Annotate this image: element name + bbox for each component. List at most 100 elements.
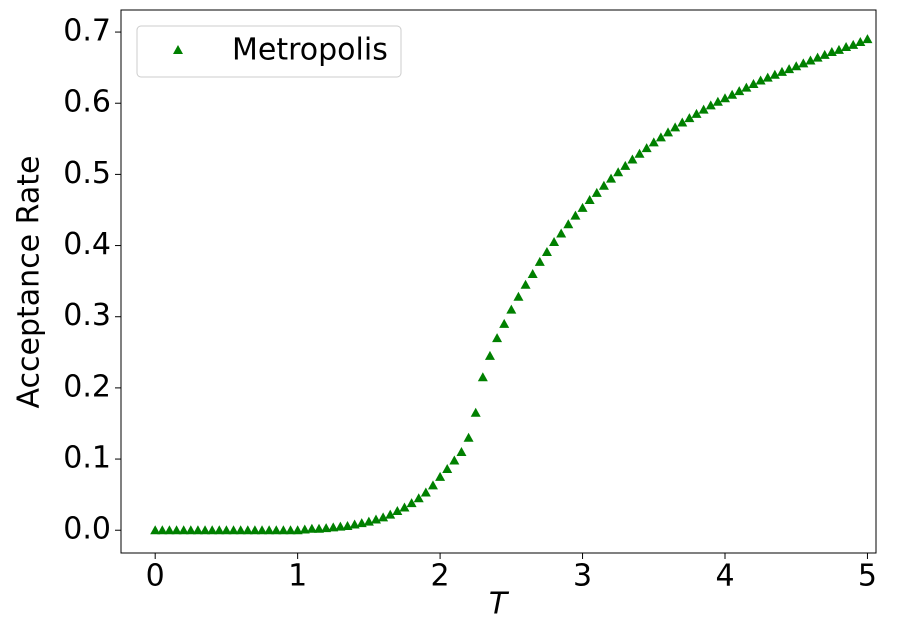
- data-point: [798, 58, 809, 68]
- data-point: [791, 61, 802, 71]
- data-point: [563, 219, 574, 229]
- data-point: [207, 525, 218, 535]
- data-point: [399, 502, 410, 512]
- data-point: [741, 82, 752, 92]
- data-point: [606, 173, 617, 183]
- data-point: [862, 34, 873, 44]
- y-axis-label: Acceptance Rate: [12, 156, 47, 409]
- data-point: [577, 202, 588, 212]
- x-tick-label: 3: [573, 559, 592, 594]
- data-point: [492, 333, 503, 343]
- y-tick-label: 0.1: [63, 441, 111, 476]
- y-tick-label: 0.0: [63, 512, 111, 547]
- data-point: [349, 519, 360, 529]
- data-point: [598, 180, 609, 190]
- data-point: [691, 108, 702, 118]
- data-point: [570, 210, 581, 220]
- data-point: [356, 518, 367, 528]
- data-point: [520, 279, 531, 289]
- data-point: [698, 104, 709, 114]
- data-point: [712, 96, 723, 106]
- data-point: [271, 525, 282, 535]
- data-point: [549, 237, 560, 247]
- data-point: [328, 522, 339, 532]
- data-point: [306, 523, 317, 533]
- data-point: [655, 132, 666, 142]
- data-point: [720, 93, 730, 103]
- data-point: [164, 525, 175, 535]
- legend-label: Metropolis: [232, 33, 388, 68]
- data-point: [776, 66, 787, 76]
- data-point: [178, 525, 189, 535]
- data-point: [506, 304, 517, 314]
- data-point: [784, 64, 795, 74]
- y-tick-label: 0.6: [63, 85, 111, 120]
- data-point: [427, 480, 438, 490]
- data-point: [228, 525, 239, 535]
- data-point: [534, 256, 545, 266]
- data-point: [755, 75, 766, 85]
- data-point: [342, 520, 353, 530]
- data-point: [684, 113, 695, 123]
- data-point: [484, 350, 495, 360]
- x-tick-label: 2: [431, 559, 450, 594]
- data-point: [242, 525, 253, 535]
- data-point: [513, 291, 524, 301]
- data-point: [249, 525, 260, 535]
- data-point: [378, 512, 389, 522]
- data-point: [833, 44, 844, 54]
- y-tick-label: 0.3: [63, 298, 111, 333]
- data-point: [314, 523, 325, 533]
- data-point: [321, 523, 332, 533]
- data-point: [264, 525, 275, 535]
- data-point: [705, 100, 716, 110]
- data-point: [221, 525, 232, 535]
- data-point: [848, 39, 859, 49]
- data-point: [235, 525, 246, 535]
- data-point: [677, 117, 688, 127]
- data-point: [463, 432, 474, 442]
- data-point: [499, 318, 510, 328]
- data-point: [769, 69, 780, 79]
- legend-marker: [173, 45, 183, 54]
- data-point: [819, 49, 830, 59]
- data-point: [855, 37, 866, 47]
- y-tick-label: 0.2: [63, 369, 111, 404]
- data-point: [257, 525, 268, 535]
- data-point: [634, 148, 645, 158]
- data-point: [748, 79, 759, 89]
- data-point: [541, 246, 552, 256]
- data-point: [214, 525, 225, 535]
- y-tick-label: 0.4: [63, 227, 111, 262]
- data-point: [805, 55, 816, 65]
- data-point: [150, 525, 161, 535]
- data-point: [734, 86, 745, 96]
- data-point: [470, 407, 481, 417]
- plot-frame: [120, 9, 877, 554]
- x-tick-label: 0: [146, 559, 165, 594]
- x-tick-label: 1: [288, 559, 307, 594]
- data-point: [556, 228, 567, 238]
- x-tick-label: 4: [715, 559, 734, 594]
- data-point: [648, 137, 659, 147]
- data-point: [392, 506, 403, 516]
- data-point: [663, 127, 674, 137]
- data-point: [670, 122, 681, 132]
- data-point: [584, 195, 595, 205]
- data-point: [200, 525, 211, 535]
- data-point: [641, 143, 652, 153]
- data-point: [171, 525, 182, 535]
- data-point: [406, 498, 417, 508]
- data-point: [157, 525, 168, 535]
- data-point: [762, 72, 773, 82]
- data-point: [477, 372, 488, 382]
- data-point: [335, 521, 346, 531]
- data-point: [591, 187, 602, 197]
- data-point: [620, 160, 631, 170]
- data-point: [420, 487, 431, 497]
- data-point: [527, 269, 538, 279]
- y-tick-label: 0.5: [63, 156, 111, 191]
- data-point: [442, 464, 453, 474]
- y-tick-label: 0.7: [63, 14, 111, 49]
- data-point: [435, 471, 446, 481]
